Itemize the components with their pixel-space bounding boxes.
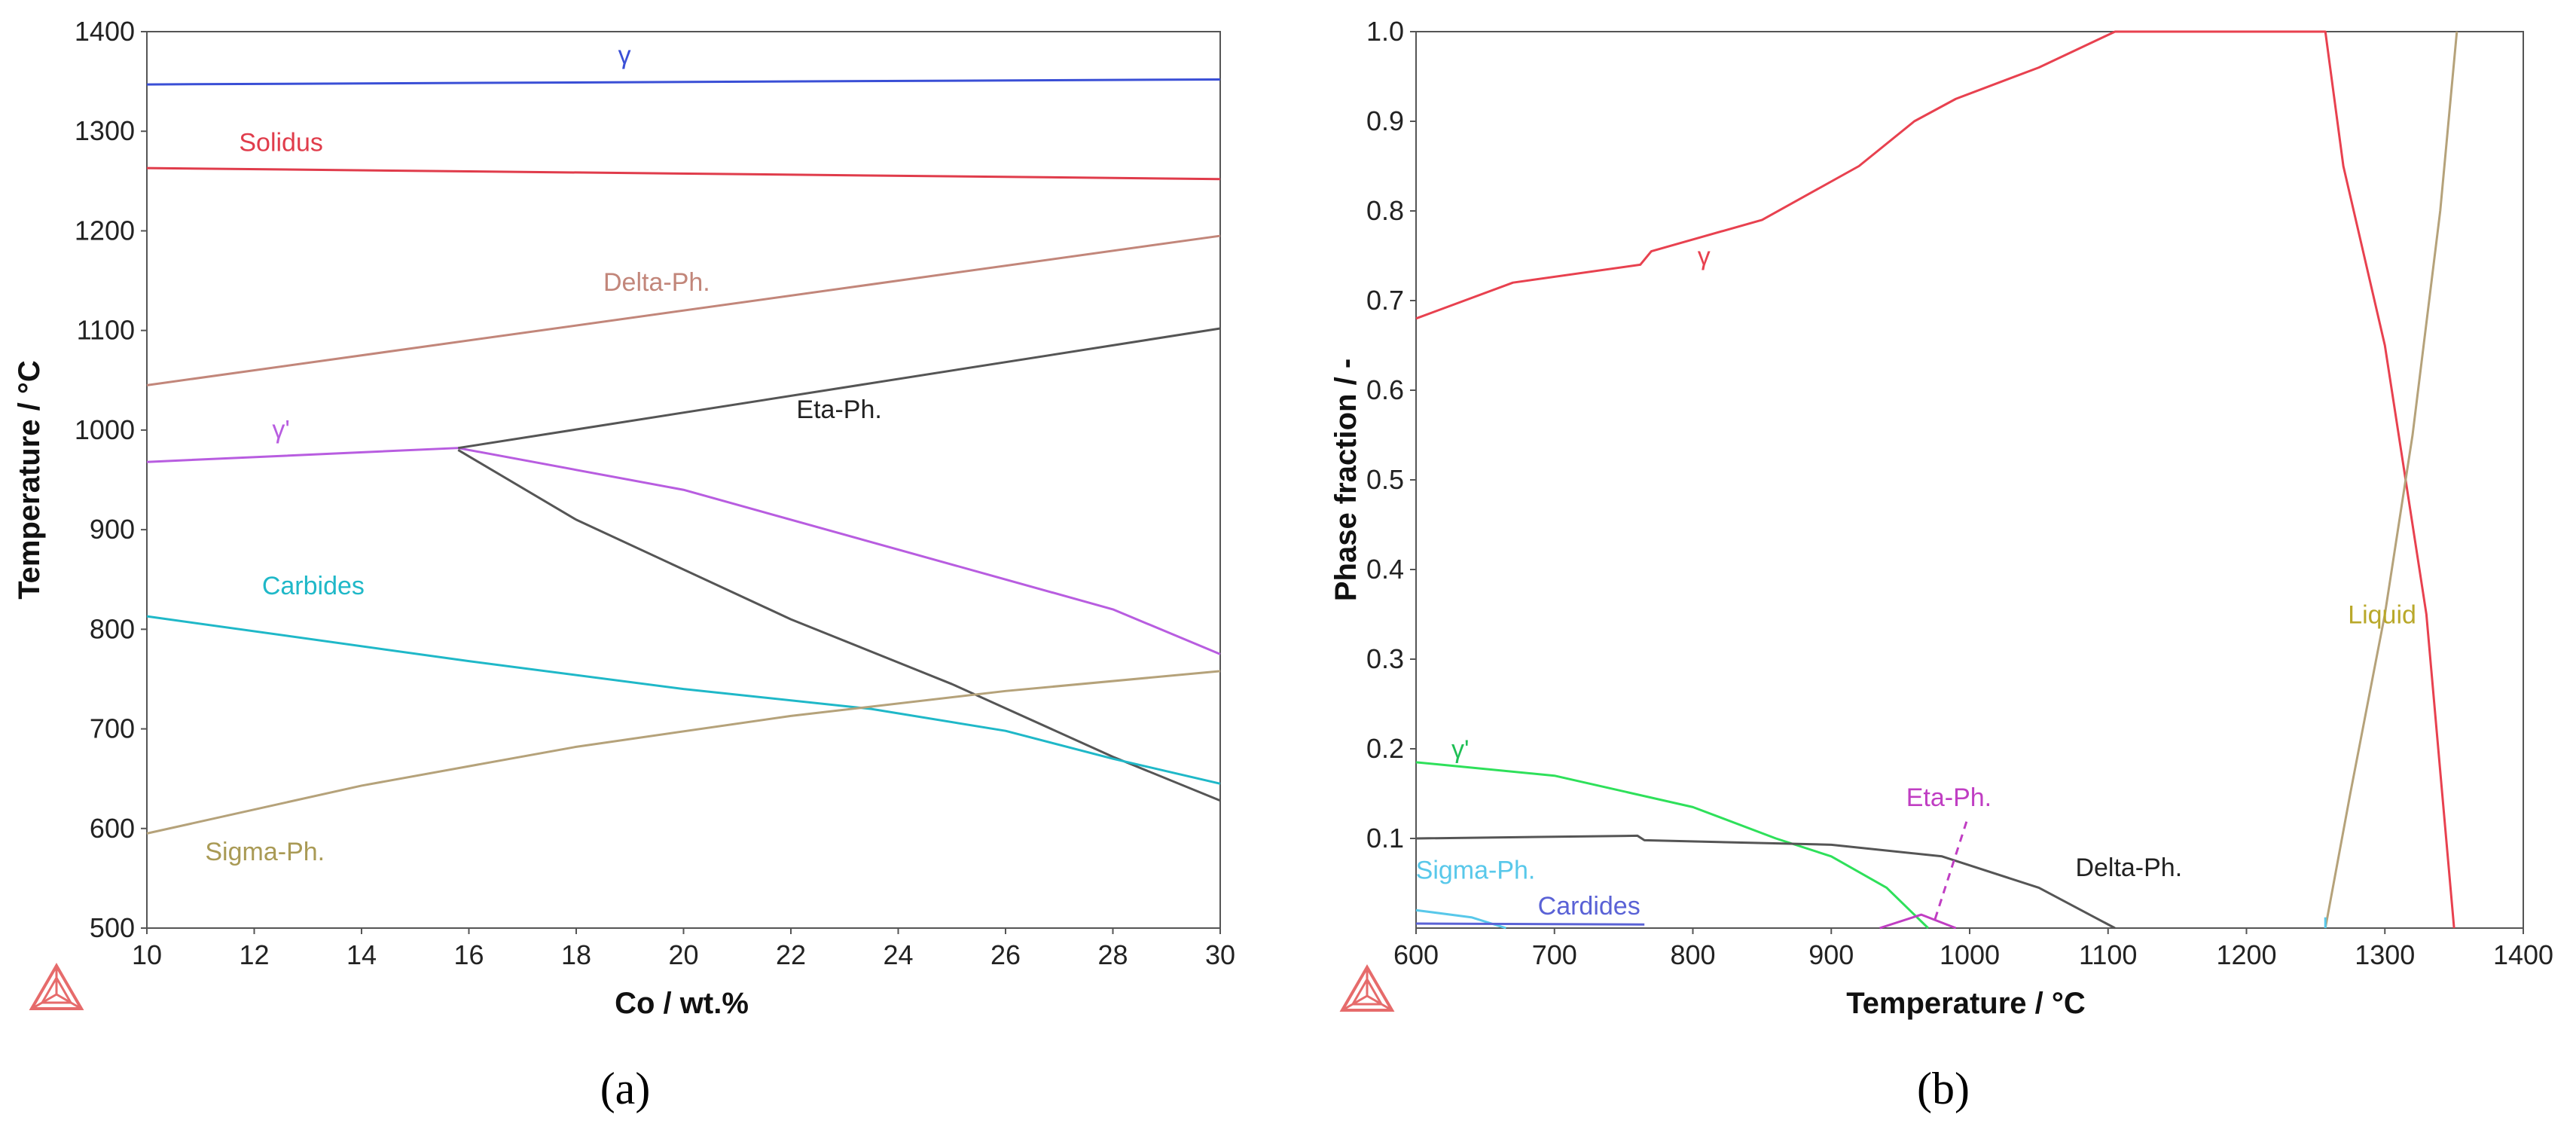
y-tick-label: 0.5	[1366, 464, 1404, 495]
y-tick-label: 1400	[75, 16, 135, 47]
series-line-gamma-prime	[146, 447, 1221, 655]
thermo-calc-logo-icon	[29, 963, 84, 1010]
series-line-carbides	[146, 615, 1221, 785]
y-tick-label: 0.6	[1366, 374, 1404, 405]
x-axis-title-b: Temperature / °C	[1846, 987, 2086, 1020]
y-axis-title-a: Temperature / °C	[13, 360, 46, 600]
annotation-sigma-ph: Sigma-Ph.	[205, 838, 325, 866]
y-tick-label: 0.3	[1366, 643, 1404, 674]
annotation-gamma-prime: γ'	[272, 415, 290, 444]
panel-label-a: (a)	[600, 1064, 651, 1113]
y-tick-label: 0.4	[1366, 554, 1404, 585]
x-tick-label: 22	[776, 939, 806, 970]
x-tick-label: 26	[990, 939, 1021, 970]
x-tick-label: 1000	[1940, 939, 2000, 970]
series-b	[1415, 30, 2458, 930]
x-tick-label: 30	[1205, 939, 1235, 970]
x-tick-label: 24	[883, 939, 913, 970]
chart-panel-b: 600 700 800 900 1000 1100 1200 1300 1400 0.1 0.2 0.…	[1329, 16, 2553, 1113]
plot-frame-a	[146, 31, 1221, 929]
x-tick-label: 900	[1808, 939, 1854, 970]
chart-panel-a: 10 12 14 16 18 20 22 24 26 28 30 500 600 700 800 900 100…	[13, 16, 1235, 1113]
x-tick-label: 12	[239, 939, 269, 970]
annotations-b: γ γ' Eta-Ph. Delta-Ph. Sigma-Ph.Cardides Liqu…	[1416, 242, 2416, 921]
y-tick-label: 900	[90, 514, 135, 545]
ticks-a: 10 12 14 16 18 20 22 24 26 28 30 500 600 700 800 900 100…	[75, 16, 1235, 970]
series-line-sigma-ph	[1415, 908, 1506, 930]
y-tick-label: 500	[90, 912, 135, 943]
x-tick-label: 20	[668, 939, 698, 970]
y-tick-label: 1.0	[1366, 16, 1404, 47]
y-tick-label: 600	[90, 813, 135, 844]
series-line-liquid	[2324, 31, 2458, 929]
annotation-gamma-prime: γ'	[1451, 735, 1470, 764]
panel-label-b: (b)	[1917, 1064, 1970, 1113]
series-line-delta-ph	[1415, 834, 2116, 930]
y-tick-label: 1000	[75, 414, 135, 445]
y-tick-label: 0.7	[1366, 285, 1404, 316]
y-tick-label: 0.1	[1366, 823, 1404, 854]
series-line-solidus	[146, 166, 1221, 181]
series-line-gamma	[146, 78, 1221, 86]
x-tick-label: 600	[1393, 939, 1439, 970]
y-tick-label: 700	[90, 713, 135, 744]
x-tick-label: 28	[1097, 939, 1128, 970]
x-tick-label: 1400	[2493, 939, 2553, 970]
series-line-eta-ph-leader	[1934, 820, 1968, 920]
annotation-delta-ph: Delta-Ph.	[603, 268, 710, 297]
y-tick-label: 0.9	[1366, 105, 1404, 136]
series-line-gamma-prime	[1415, 761, 1929, 930]
x-tick-label: 1100	[2079, 939, 2137, 970]
series-line-gamma	[1415, 30, 2455, 929]
x-tick-label: 800	[1670, 939, 1715, 970]
y-tick-label: 1100	[77, 315, 135, 346]
series-line-delta-ph	[146, 234, 1221, 386]
annotation-delta-ph: Delta-Ph.	[2075, 854, 2182, 882]
annotation-solidus: Solidus	[239, 129, 323, 157]
x-tick-label: 10	[132, 939, 162, 970]
x-tick-label: 1200	[2216, 939, 2276, 970]
ticks-b: 600 700 800 900 1000 1100 1200 1300 1400 0.1 0.2 0.…	[1366, 16, 2553, 970]
series-line-eta-ph	[1879, 913, 1957, 930]
y-tick-label: 1300	[75, 115, 135, 146]
x-tick-label: 14	[346, 939, 377, 970]
x-tick-label: 16	[453, 939, 484, 970]
x-tick-label: 700	[1532, 939, 1577, 970]
annotation-cardides: Cardides	[1538, 892, 1641, 921]
x-tick-label: 1300	[2355, 939, 2415, 970]
annotation-liquid: Liquid	[2348, 600, 2416, 629]
annotation-eta-ph: Eta-Ph.	[1906, 783, 1992, 812]
series-line-sigma-ph	[146, 670, 1221, 835]
series-line-eta-ph	[458, 327, 1221, 450]
series-line-eta-ph-lower	[457, 449, 1221, 802]
thermo-calc-logo-icon	[1339, 964, 1395, 1012]
x-tick-label: 18	[561, 939, 591, 970]
annotation-eta-ph: Eta-Ph.	[796, 395, 881, 424]
y-tick-label: 800	[90, 613, 135, 644]
y-tick-label: 1200	[75, 215, 135, 246]
annotation-sigma-ph: Sigma-Ph.	[1416, 857, 1536, 885]
series-a	[146, 78, 1221, 835]
y-axis-title-b: Phase fraction / -	[1329, 359, 1363, 601]
y-tick-label: 0.8	[1366, 195, 1404, 226]
annotations-a: γ Solidus Delta-Ph. γ' Eta-Ph. Carbides Sigma-…	[205, 41, 881, 866]
y-tick-label: 0.2	[1366, 733, 1404, 764]
annotation-gamma: γ	[1698, 242, 1711, 270]
annotation-carbides: Carbides	[262, 572, 365, 600]
annotation-gamma: γ	[618, 41, 631, 69]
x-axis-title-a: Co / wt.%	[615, 987, 749, 1020]
